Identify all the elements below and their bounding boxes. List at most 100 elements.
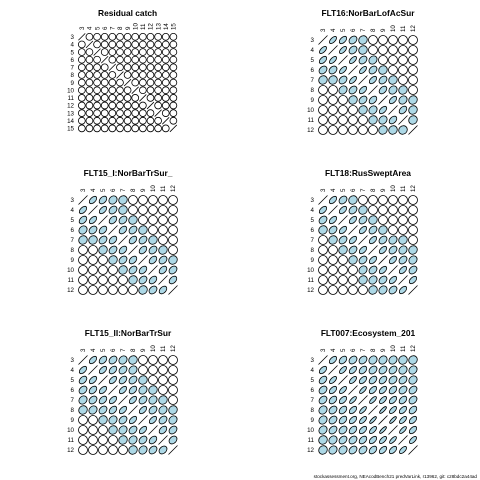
column-tick-label: 10: [150, 345, 157, 352]
correlation-ellipse: [116, 124, 124, 133]
correlation-ellipse: [108, 86, 117, 95]
correlation-ellipse: [329, 36, 337, 44]
correlation-ellipse: [348, 205, 358, 215]
diagonal-line: [78, 355, 88, 365]
chart-title: Residual catch: [98, 8, 158, 18]
correlation-ellipse: [358, 115, 368, 125]
correlation-ellipse: [88, 385, 98, 395]
correlation-ellipse: [328, 425, 338, 435]
correlation-ellipse: [158, 215, 168, 225]
correlation-ellipse: [328, 105, 338, 115]
correlation-ellipse: [398, 65, 408, 75]
correlation-ellipse: [168, 225, 178, 235]
footer-text: stockassessment.org, NEAcodBench21 predV…: [313, 474, 477, 479]
correlation-ellipse: [148, 365, 158, 375]
correlation-ellipse: [399, 416, 407, 424]
correlation-ellipse: [398, 35, 408, 45]
row-tick-label: 4: [71, 42, 75, 49]
correlation-ellipse: [358, 365, 368, 375]
correlation-ellipse: [88, 425, 98, 435]
column-tick-label: 6: [350, 188, 357, 192]
correlation-ellipse: [378, 65, 388, 75]
correlation-ellipse: [358, 445, 368, 455]
correlation-ellipse: [154, 124, 162, 133]
correlation-ellipse: [158, 225, 168, 235]
diagonal-line: [338, 215, 348, 225]
row-tick-label: 3: [71, 197, 75, 204]
correlation-ellipse: [408, 65, 418, 75]
correlation-ellipse: [328, 435, 338, 445]
correlation-ellipse: [408, 355, 418, 365]
correlation-ellipse: [161, 86, 170, 95]
correlation-ellipse: [408, 55, 418, 65]
correlation-ellipse: [100, 48, 109, 56]
correlation-ellipse: [108, 78, 117, 87]
correlation-ellipse: [123, 71, 132, 79]
correlation-ellipse: [348, 275, 358, 285]
correlation-ellipse: [123, 40, 132, 49]
correlation-ellipse: [131, 94, 140, 102]
correlation-ellipse: [358, 265, 368, 275]
row-tick-label: 6: [311, 387, 315, 394]
column-tick-label: 10: [132, 23, 139, 30]
correlation-ellipse: [348, 95, 358, 105]
diagonal-line: [328, 45, 338, 55]
correlation-ellipse: [77, 40, 86, 49]
correlation-ellipse: [348, 435, 358, 445]
correlation-ellipse: [388, 215, 398, 225]
row-tick-label: 3: [311, 37, 315, 44]
correlation-ellipse: [318, 105, 328, 115]
correlation-ellipse: [78, 415, 88, 425]
correlation-ellipse: [328, 215, 338, 225]
correlation-ellipse: [358, 35, 368, 45]
diagonal-line: [318, 195, 328, 205]
diagonal-line: [118, 395, 128, 405]
correlation-ellipse: [318, 385, 328, 395]
correlation-ellipse: [338, 195, 348, 205]
correlation-ellipse: [338, 75, 348, 85]
correlation-ellipse: [368, 375, 378, 385]
column-tick-label: 6: [102, 26, 109, 30]
correlation-ellipse: [138, 385, 148, 395]
diagonal-line: [162, 117, 170, 125]
diagonal-line: [78, 33, 86, 41]
correlation-ellipse: [408, 105, 418, 115]
correlation-ellipse: [148, 235, 158, 245]
correlation-ellipse: [318, 235, 328, 245]
correlation-ellipse: [359, 406, 367, 414]
row-tick-label: 9: [71, 257, 75, 264]
correlation-ellipse: [388, 245, 398, 255]
correlation-ellipse: [123, 86, 132, 95]
correlation-ellipse: [161, 55, 170, 64]
column-tick-label: 3: [320, 28, 327, 32]
column-tick-label: 5: [340, 188, 347, 192]
correlation-ellipse: [318, 435, 328, 445]
correlation-ellipse: [389, 406, 397, 414]
correlation-ellipse: [116, 32, 124, 41]
correlation-ellipse: [139, 48, 147, 56]
correlation-ellipse: [378, 385, 388, 395]
correlation-ellipse: [398, 215, 408, 225]
correlation-ellipse: [93, 55, 101, 64]
correlation-ellipse: [161, 40, 170, 49]
correlation-ellipse: [348, 45, 358, 55]
correlation-ellipse: [118, 425, 128, 435]
correlation-ellipse: [338, 105, 348, 115]
correlation-ellipse: [338, 115, 348, 125]
column-tick-label: 4: [87, 26, 94, 30]
correlation-ellipse: [118, 195, 128, 205]
correlation-ellipse: [146, 124, 155, 133]
diagonal-line: [348, 385, 358, 395]
correlation-ellipse: [378, 85, 388, 95]
row-tick-label: 4: [71, 367, 75, 374]
correlation-ellipse: [146, 94, 155, 102]
column-tick-label: 9: [140, 348, 147, 352]
chart-title: FLT15_II:NorBarTrSur: [84, 328, 172, 338]
correlation-ellipse: [358, 355, 368, 365]
correlation-ellipse: [98, 395, 108, 405]
correlation-ellipse: [348, 235, 358, 245]
correlation-ellipse: [358, 275, 368, 285]
correlation-ellipse: [168, 205, 178, 215]
correlation-ellipse: [169, 116, 178, 125]
